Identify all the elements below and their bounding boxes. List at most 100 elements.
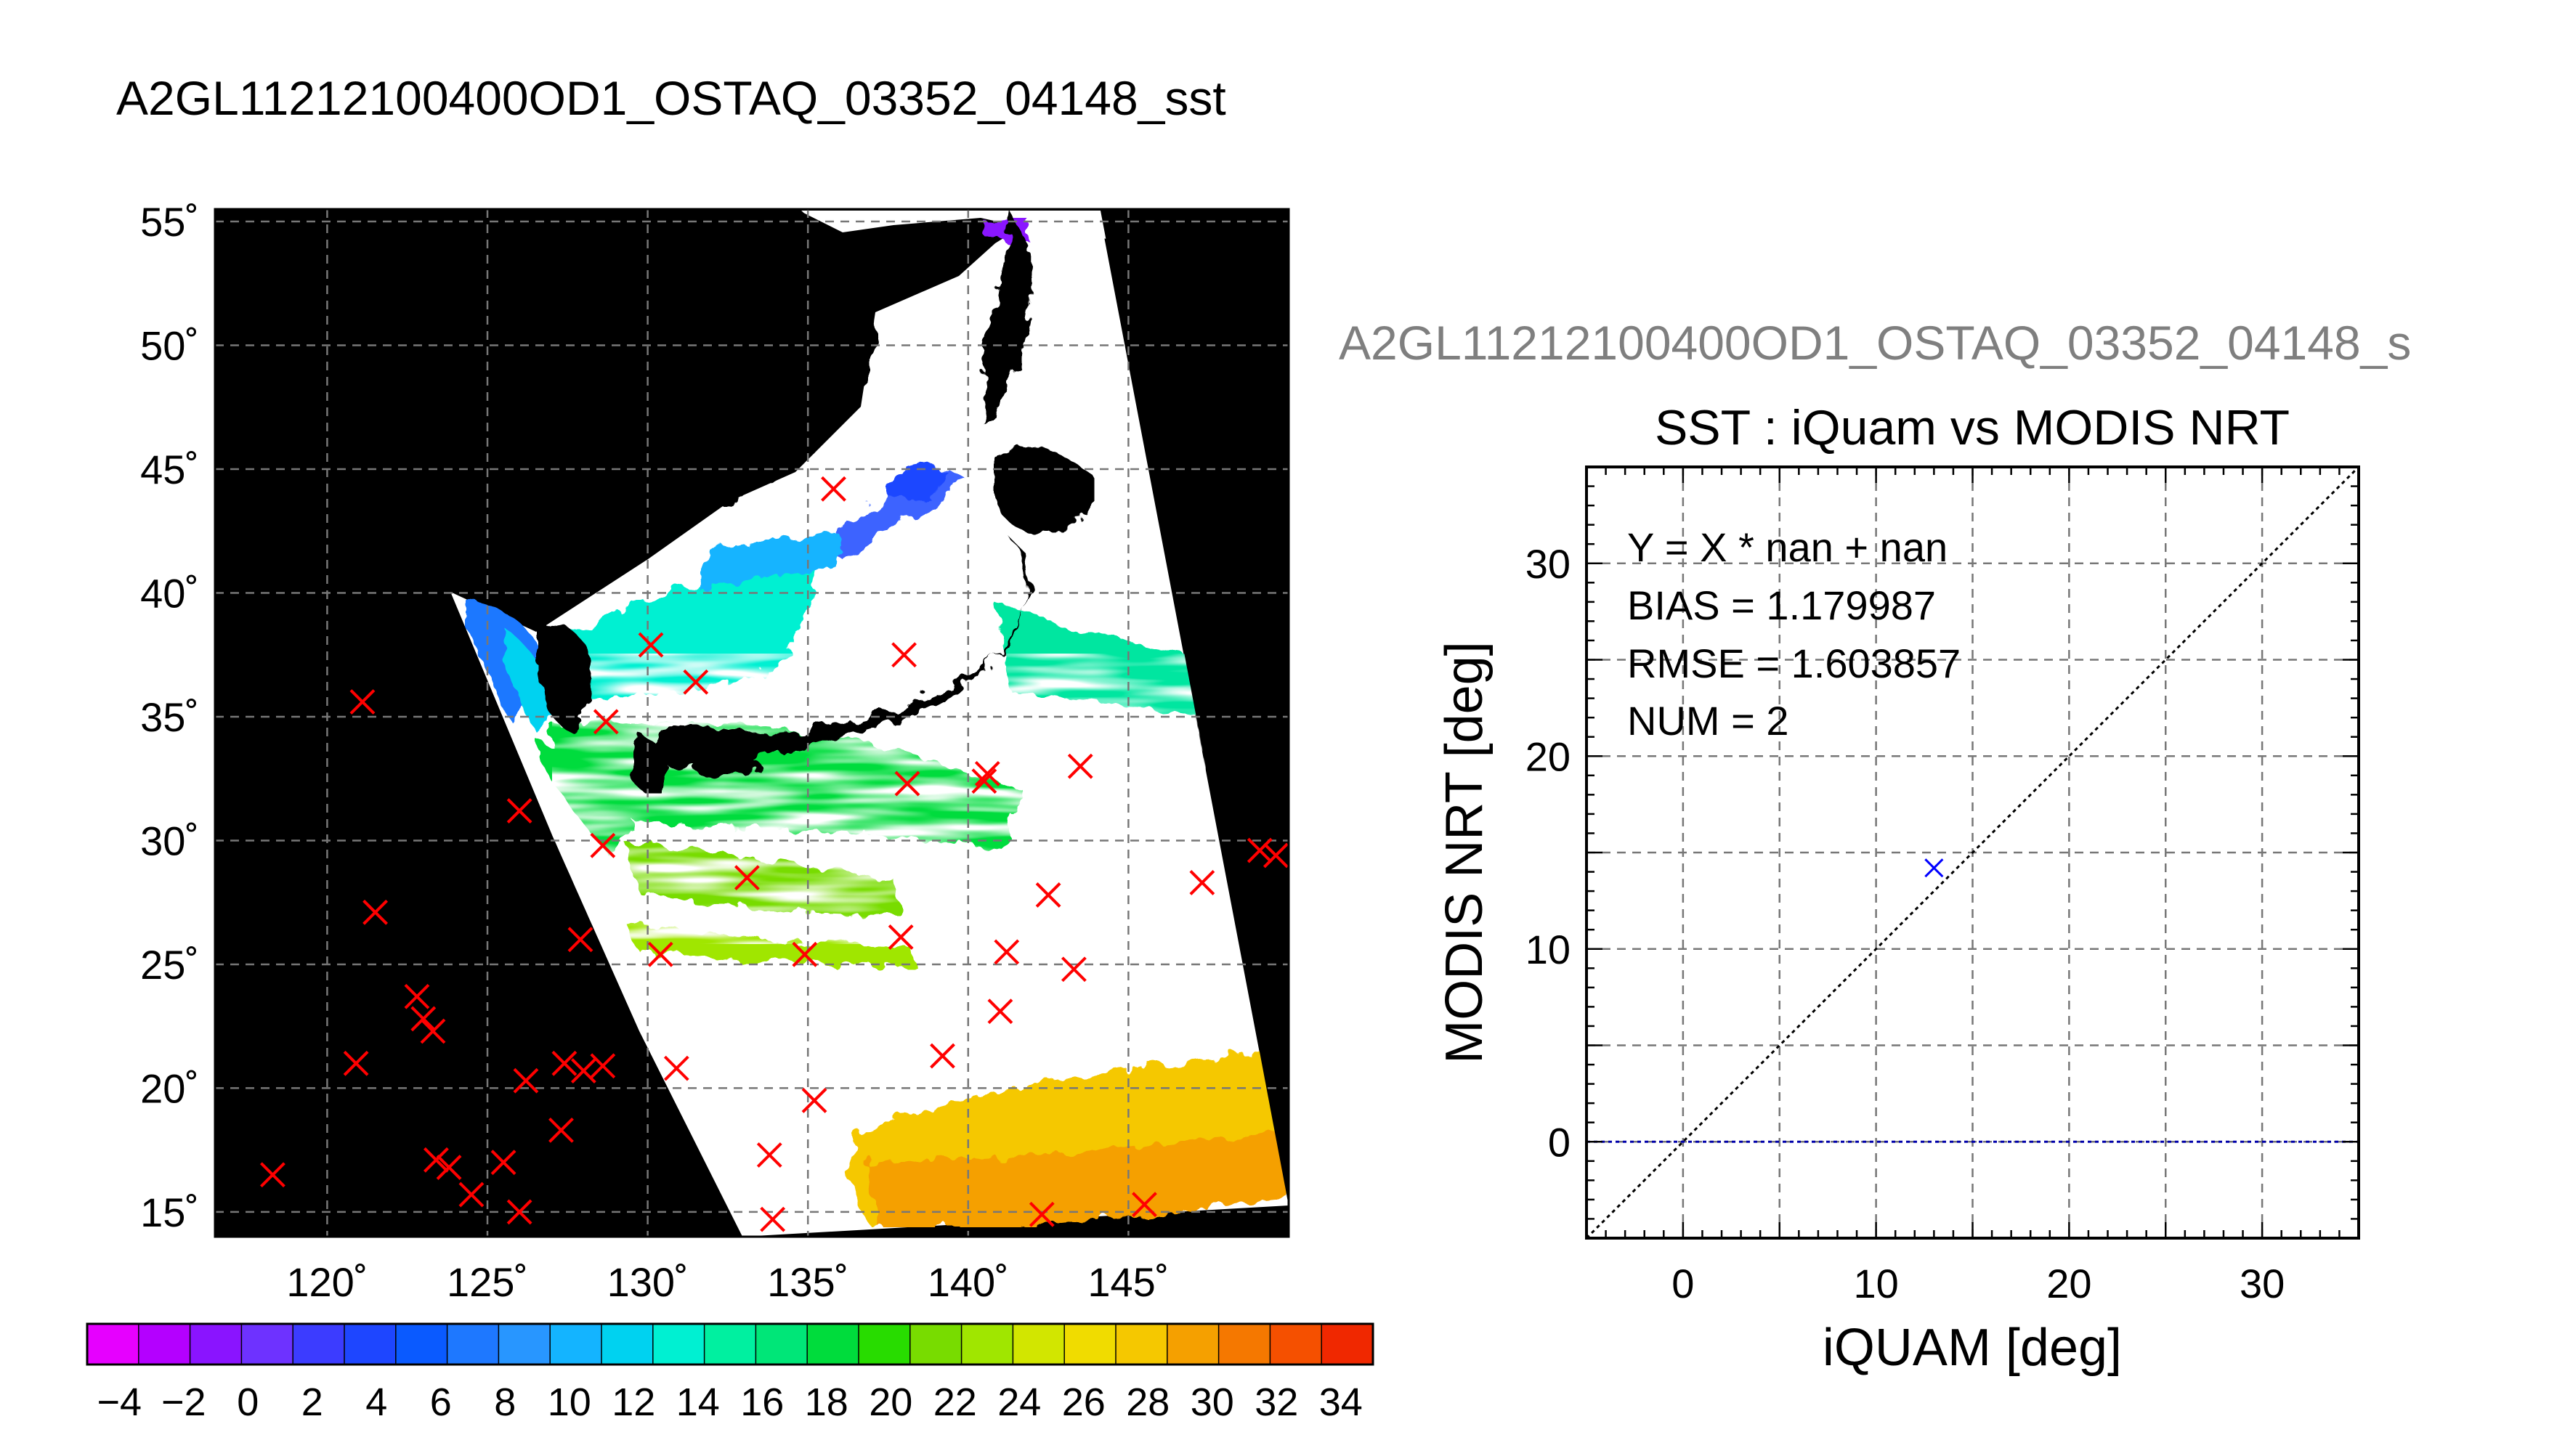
matchup-marker xyxy=(458,1182,485,1208)
scatter-header: A2GL11212100400OD1_OSTAQ_03352_04148_s xyxy=(1339,316,2411,370)
lat-tick-label: 35˚ xyxy=(140,694,199,740)
colorbar-tick-label: 30 xyxy=(1191,1380,1234,1424)
colorbar-swatch xyxy=(190,1324,242,1365)
colorbar-swatch xyxy=(1013,1324,1065,1365)
lat-tick-label: 50˚ xyxy=(140,323,199,369)
matchup-marker xyxy=(1247,837,1273,863)
colorbar-swatch xyxy=(138,1324,191,1365)
scatter-grid xyxy=(1586,467,2359,1238)
scatter-x-tick-label: 10 xyxy=(1853,1261,1898,1306)
colorbar-swatch xyxy=(1321,1324,1374,1365)
colorbar-tick-label: 18 xyxy=(805,1380,848,1424)
sst-colorbar xyxy=(86,1322,1374,1366)
matchup-marker xyxy=(974,760,1000,786)
matchup-marker xyxy=(971,768,997,794)
colorbar-tick-label: 14 xyxy=(676,1380,720,1424)
matchup-marker xyxy=(756,1142,782,1168)
colorbar-swatch xyxy=(395,1324,448,1365)
matchup-marker xyxy=(513,1067,539,1094)
scatter-x-tick-labels: 0 10 20 30 xyxy=(1671,1261,2285,1306)
one-to-one-line xyxy=(1586,467,2359,1238)
matchup-marker xyxy=(683,669,709,695)
colorbar-swatch xyxy=(704,1324,756,1365)
stats-rmse: RMSE = 1.603857 xyxy=(1627,640,1961,686)
swath-north-fragment xyxy=(799,211,1115,240)
lon-tick-label: 145˚ xyxy=(1087,1259,1169,1305)
scatter-point xyxy=(1924,858,1944,878)
land-asia-mainland xyxy=(215,209,879,592)
matchup-marker xyxy=(663,1055,689,1081)
scatter-y-tick-label: 0 xyxy=(1548,1119,1571,1165)
lon-tick-label: 120˚ xyxy=(286,1259,368,1305)
colorbar-tick-label: −2 xyxy=(161,1380,206,1424)
map-area xyxy=(215,209,1289,1237)
matchup-marker xyxy=(821,476,846,502)
colorbar-tick-label: 4 xyxy=(365,1380,387,1424)
map-lon-labels: 120˚ 125˚ 130˚ 135˚ 140˚ 145˚ xyxy=(286,1259,1169,1305)
scatter-y-axis-label: MODIS NRT [deg] xyxy=(1435,641,1494,1064)
matchup-marker xyxy=(404,983,430,1009)
colorbar-swatch xyxy=(447,1324,499,1365)
land-masses xyxy=(215,209,1095,794)
matchup-marker xyxy=(548,1117,574,1143)
lat-tick-label: 40˚ xyxy=(140,570,199,616)
lon-tick-label: 140˚ xyxy=(928,1259,1009,1305)
matchup-marker xyxy=(1263,842,1289,869)
stats-fit: Y = X * nan + nan xyxy=(1627,524,1948,570)
colorbar-tick-label: 8 xyxy=(494,1380,516,1424)
land-sakhalin xyxy=(981,211,1032,428)
lat-tick-label: 45˚ xyxy=(140,447,199,492)
lat-tick-label: 20˚ xyxy=(140,1065,199,1111)
matchup-marker xyxy=(801,1088,827,1113)
map-frame xyxy=(214,208,1290,1238)
scatter-y-tick-labels: 0 10 20 30 xyxy=(1525,541,1571,1166)
land-honshu xyxy=(654,537,1029,770)
matchup-marker xyxy=(570,1058,596,1083)
colorbar-tick-label: 20 xyxy=(869,1380,912,1424)
matchup-marker xyxy=(506,1199,532,1225)
matchup-marker xyxy=(994,939,1020,965)
matchup-marker xyxy=(888,924,914,950)
colorbar-tick-label: 0 xyxy=(237,1380,259,1424)
colorbar-swatch xyxy=(293,1324,345,1365)
colorbar-swatch xyxy=(87,1324,139,1365)
matchup-marker xyxy=(349,689,376,715)
map-lat-labels: 15˚ 20˚ 25˚ 30˚ 35˚ 40˚ 45˚ 50˚ 55˚ xyxy=(140,199,199,1235)
land-kyushu xyxy=(631,733,668,794)
matchup-marker xyxy=(1035,882,1061,908)
colorbar-tick-label: 24 xyxy=(997,1380,1041,1424)
matchup-marker xyxy=(1132,1192,1157,1218)
lat-tick-label: 30˚ xyxy=(140,818,199,863)
land-korea xyxy=(538,622,591,733)
colorbar-swatch xyxy=(1218,1324,1271,1365)
matchup-marker xyxy=(260,1162,285,1188)
matchup-marker xyxy=(343,1050,369,1076)
colorbar-tick-label: 32 xyxy=(1255,1380,1298,1424)
matchup-marker xyxy=(436,1155,462,1180)
matchup-marker xyxy=(891,642,917,668)
matchup-marker xyxy=(1189,870,1215,895)
lon-tick-label: 130˚ xyxy=(607,1259,689,1305)
swath-edge-mask-right xyxy=(1101,211,1289,1205)
colorbar-swatch xyxy=(909,1324,963,1365)
matchup-marker xyxy=(760,1206,786,1232)
land-hokkaido xyxy=(995,447,1095,532)
matchup-marker xyxy=(1061,956,1087,983)
scatter-y-tick-label: 20 xyxy=(1525,733,1571,779)
scatter-y-tick-label: 30 xyxy=(1525,541,1571,587)
scatter-stats: Y = X * nan + nan BIAS = 1.179987 RMSE =… xyxy=(1627,524,1961,744)
colorbar-tick-label: −4 xyxy=(97,1380,142,1424)
sst-streaks xyxy=(552,654,1206,944)
colorbar-swatch xyxy=(498,1324,551,1365)
matchup-marker xyxy=(506,798,532,823)
stats-bias: BIAS = 1.179987 xyxy=(1627,582,1936,628)
matchup-marker xyxy=(567,927,593,953)
matchup-marker xyxy=(638,632,664,658)
matchup-marker xyxy=(490,1150,516,1176)
matchup-marker xyxy=(410,1006,437,1032)
colorbar-tick-label: 28 xyxy=(1126,1380,1170,1424)
lon-tick-label: 125˚ xyxy=(447,1259,528,1305)
lon-tick-label: 135˚ xyxy=(767,1259,848,1305)
colorbar-tick-label: 12 xyxy=(612,1380,655,1424)
